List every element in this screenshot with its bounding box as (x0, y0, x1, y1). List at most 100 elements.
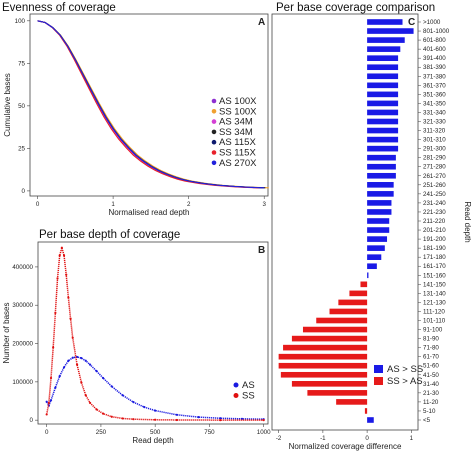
panel-b-point-ss (75, 363, 79, 366)
panel-b-point-ss (69, 317, 72, 320)
panel-b-point-ss (88, 401, 92, 405)
panel-c-bar (367, 136, 399, 143)
panel-c-bar (367, 19, 403, 25)
panel-a-line-ss-115x (37, 20, 259, 189)
panel-c-bar (367, 91, 399, 98)
panel-c-bar (283, 344, 368, 351)
panel-b-x-tick-label: 0 (45, 429, 49, 436)
panel-a-y-tick-label: 50 (18, 103, 25, 110)
panel-c-bar (367, 46, 401, 52)
panel-c-bar (367, 218, 390, 224)
panel-b-legend-label: SS (242, 391, 255, 402)
panel-c-y-tick-label: 21-30 (423, 390, 439, 397)
panel-b-point-as (84, 359, 87, 362)
panel-b-point-as (132, 401, 135, 404)
panel-c-y-tick-label: 361-370 (423, 82, 446, 89)
panel-c-bar (364, 408, 368, 414)
panel-a-y-tick-label: 75 (18, 60, 25, 67)
panel-c-bar (367, 73, 399, 80)
panel-c-bar (367, 182, 394, 188)
panel-b-point-ss (65, 273, 68, 276)
panel-c-y-tick-label: 601-800 (423, 37, 446, 44)
panel-c-bar (367, 209, 392, 215)
panel-c-bar (367, 118, 399, 125)
panel-a-legend-marker (211, 139, 217, 145)
panel-c-y-tick-label: 311-320 (423, 128, 446, 135)
panel-b-legend-marker (233, 382, 239, 388)
panel-a-legend-label: SS 115X (219, 148, 256, 159)
panel-b-point-ss (132, 418, 135, 421)
panel-a-letter: A (258, 17, 265, 28)
panel-b-point-ss (219, 418, 222, 422)
panel-a-legend-marker (211, 150, 217, 155)
panel-b-point-ss (262, 419, 265, 422)
panel-a-legend-label: AS 34M (219, 117, 253, 128)
panel-c-x-tick-label: 0 (365, 435, 369, 442)
panel-c-title: Per base coverage comparison (276, 2, 436, 14)
panel-b-point-ss (84, 394, 87, 397)
panel-b-x-tick-label: 250 (96, 429, 107, 436)
panel-b-line-as (46, 356, 264, 420)
panel-c-bar (280, 371, 368, 378)
panel-b-point-ss (56, 277, 59, 280)
panel-c-bar (302, 326, 368, 333)
panel-b-point-as (88, 363, 92, 366)
panel-c-y-tick-label: 331-340 (423, 109, 446, 116)
panel-b-y-axis-label: Number of bases (2, 303, 11, 364)
panel-a-y-tick-label: 25 (18, 145, 25, 152)
panel-c-bar (291, 335, 368, 342)
panel-c-y-tick-label: 161-170 (423, 263, 446, 270)
panel-c-y-tick-label: 231-240 (423, 200, 446, 207)
panel-a-line-as-270x (37, 20, 265, 189)
panel-a-legend-marker (211, 109, 217, 114)
panel-c-legend-label: SS > AS (387, 376, 423, 387)
panel-c-y-tick-label: 151-160 (423, 272, 446, 279)
panel-c-y-tick-label: 71-80 (423, 345, 439, 352)
panel-c-bar (278, 353, 368, 360)
panel-b-line-ss (45, 244, 264, 421)
panel-b-y-tick-label: 300000 (12, 302, 33, 309)
panel-c-bar (367, 28, 414, 34)
panel-b-point-as (49, 399, 53, 402)
panel-b-point-as (45, 400, 48, 403)
panel-c-frame (271, 13, 419, 431)
panel-c-bar (367, 172, 396, 179)
panel-b-point-as (58, 375, 61, 378)
panel-b-point-as (143, 406, 146, 409)
panel-c-y-tick-label: 61-70 (423, 354, 439, 361)
panel-c-bar (336, 399, 368, 405)
panel-b-point-ss (110, 415, 113, 418)
panel-a-y-tick-label: 0 (22, 188, 26, 195)
panel-c-legend-swatch (374, 377, 383, 385)
panel-c-x-tick-label: 1 (410, 435, 414, 442)
panel-b-x-axis-label: Read depth (132, 436, 173, 445)
panel-a-legend-label: SS 100X (219, 106, 257, 117)
panel-c-y-tick-label: 51-60 (423, 363, 439, 370)
panel-c-y-tick-label: 251-260 (423, 182, 446, 189)
panel-c-bar (367, 55, 399, 61)
panel-b-point-ss (52, 346, 55, 349)
panel-a-legend-marker (211, 129, 217, 135)
panel-c-y-tick-label: 211-220 (423, 218, 446, 225)
panel-a-x-tick-label: 2 (187, 201, 191, 208)
panel-c-y-tick-label: 321-330 (423, 119, 446, 126)
panel-b-x-tick-label: 500 (150, 429, 161, 436)
panel-c-bar (367, 109, 399, 116)
panel-b-point-as (95, 370, 98, 373)
panel-c-y-tick-label: 91-100 (423, 327, 443, 334)
panel-b-point-as (154, 409, 157, 412)
panel-c-bar (278, 362, 368, 369)
panel-c-bar (367, 37, 405, 43)
panel-c-bar (367, 64, 399, 71)
panel-a-legend-label: AS 270X (219, 158, 257, 169)
panel-c-y-tick-label: 291-300 (423, 146, 446, 153)
panel-b-y-tick-label: 400000 (12, 264, 33, 271)
panel-c-y-tick-label: 111-120 (423, 308, 445, 315)
panel-c-bar (367, 236, 388, 242)
panel-c-bar (367, 145, 399, 152)
panel-c-bar (367, 245, 385, 251)
panel-c-bar (367, 227, 390, 233)
panel-c-y-tick-label: 201-210 (423, 227, 446, 234)
panel-a-frame (29, 13, 269, 197)
